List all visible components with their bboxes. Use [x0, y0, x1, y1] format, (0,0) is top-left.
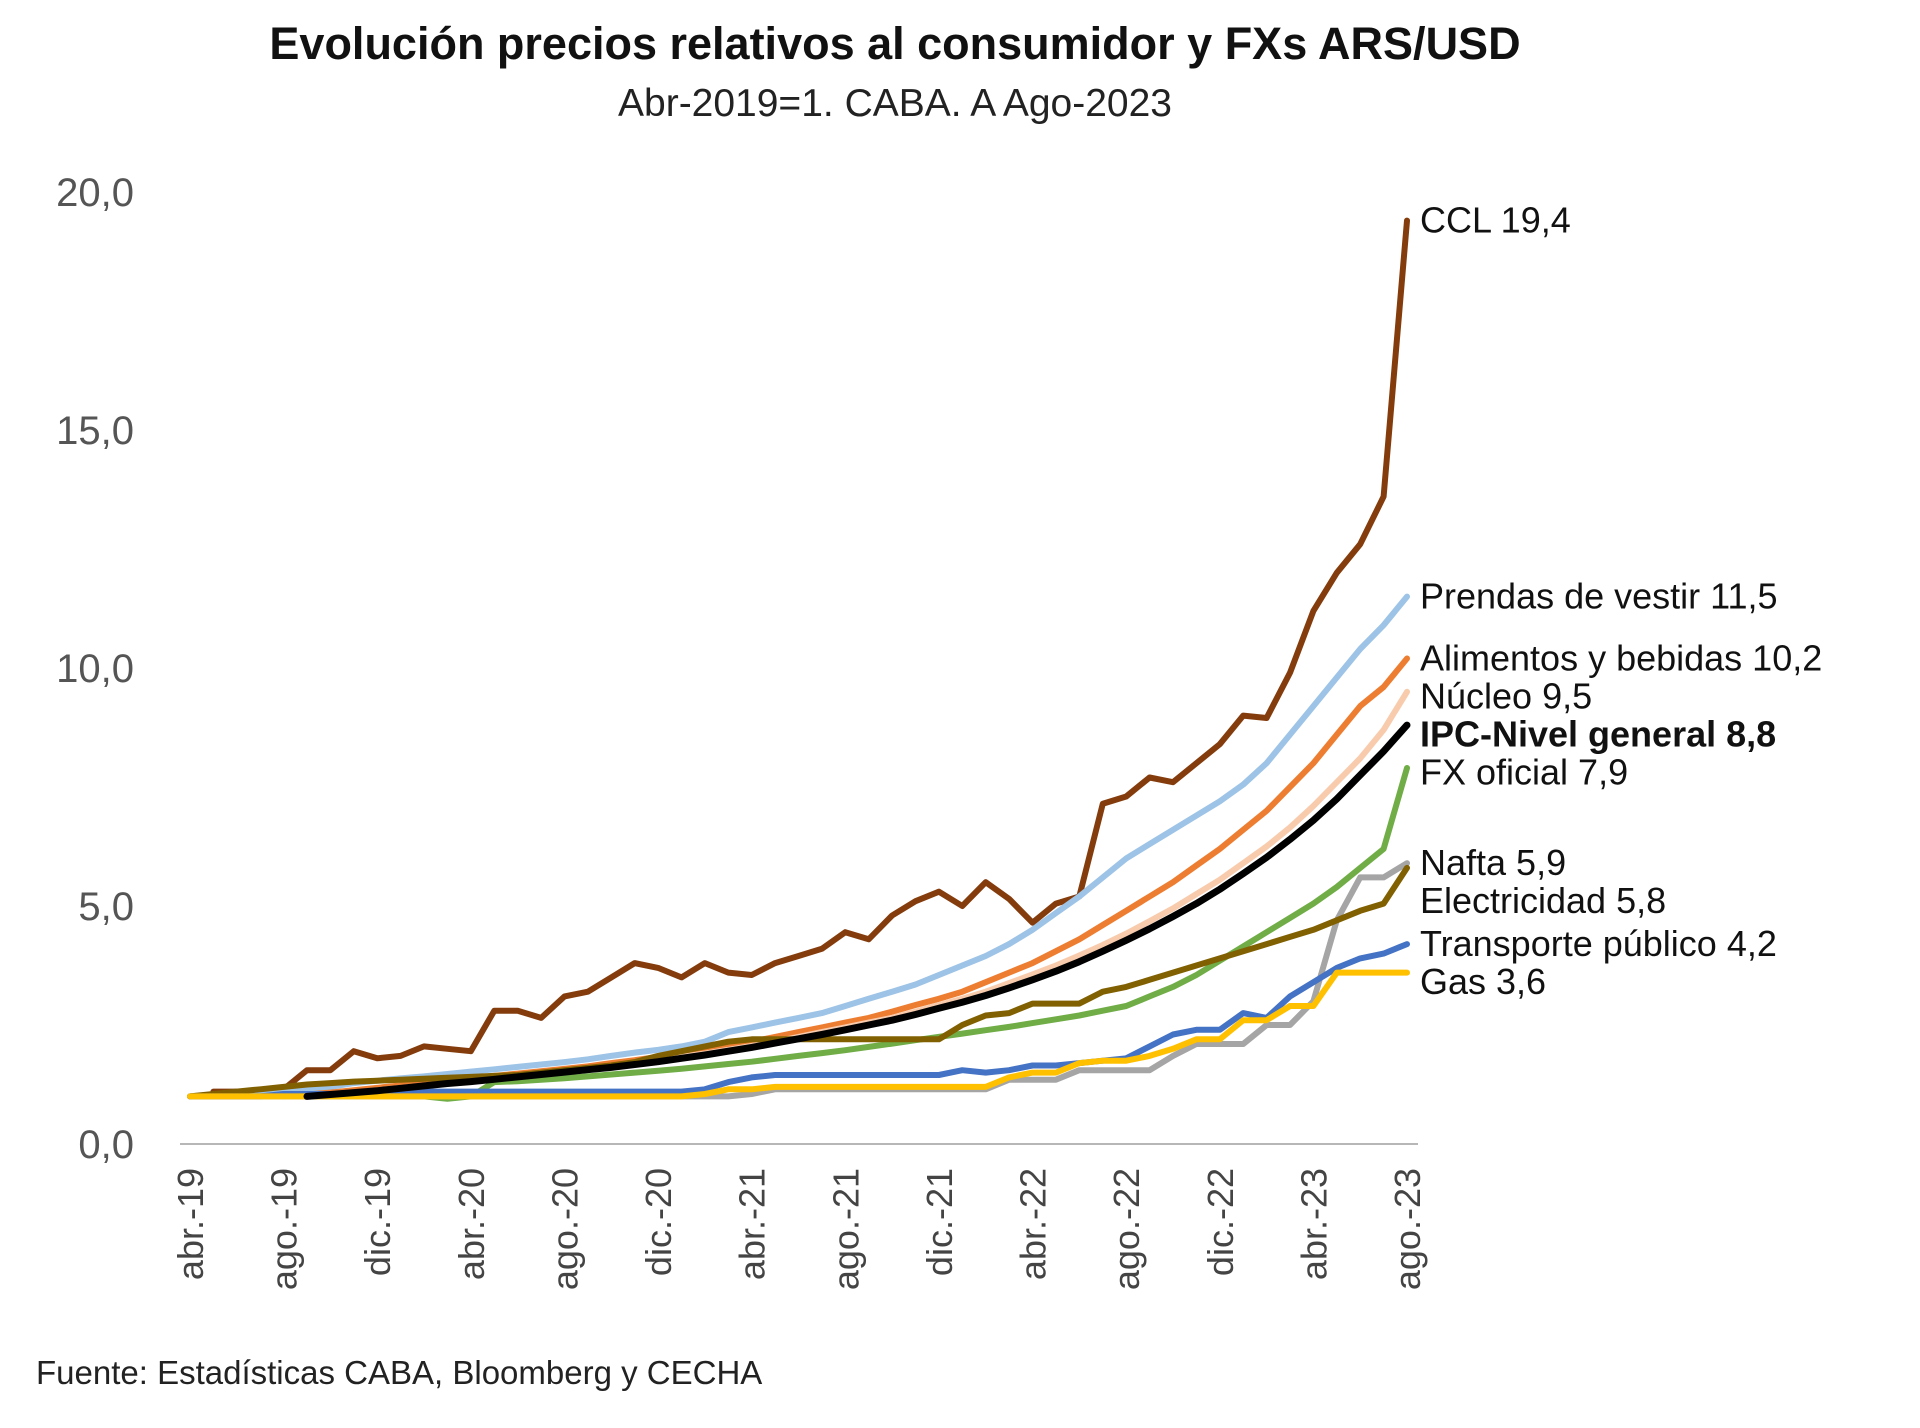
- series-lines: [187, 217, 1411, 1102]
- x-tick-label: ago.-20: [544, 1168, 585, 1290]
- y-tick-label: 15,0: [56, 409, 134, 453]
- series-label-nafta: Nafta 5,9: [1420, 842, 1566, 883]
- source-note: Fuente: Estadísticas CABA, Bloomberg y C…: [36, 1354, 763, 1391]
- x-tick-label: abr.-21: [732, 1168, 773, 1280]
- y-tick-label: 20,0: [56, 171, 134, 215]
- series-label-n-cleo: Núcleo 9,5: [1420, 675, 1592, 716]
- series-label-ipc-nivel-general: IPC-Nivel general 8,8: [1420, 713, 1776, 754]
- x-tick-label: dic.-21: [919, 1168, 960, 1276]
- series-label-electricidad: Electricidad 5,8: [1420, 880, 1666, 921]
- chart-subtitle: Abr-2019=1. CABA. A Ago-2023: [618, 82, 1172, 125]
- series-label-prendas-de-vestir: Prendas de vestir 11,5: [1420, 576, 1778, 617]
- x-tick-label: abr.-20: [451, 1168, 492, 1280]
- y-tick-label: 5,0: [78, 885, 134, 929]
- x-axis: abr.-19 ago.-19 dic.-19 abr.-20 ago.-20 dic.-…: [170, 1168, 1428, 1290]
- x-tick-label: dic.-19: [357, 1168, 398, 1276]
- x-tick-label: dic.-20: [638, 1168, 679, 1276]
- legend: CCL 19,4 Prendas de vestir 11,5 Alimentos …: [1420, 200, 1822, 1003]
- x-tick-label: dic.-22: [1200, 1168, 1241, 1276]
- y-tick-label: 10,0: [56, 647, 134, 691]
- x-tick-label: ago.-19: [264, 1168, 305, 1290]
- series-line-n-cleo: [304, 688, 1410, 1100]
- series-line-ipc-nivel-general: [303, 721, 1411, 1100]
- series-label-ccl: CCL 19,4: [1420, 200, 1571, 241]
- x-tick-label: ago.-21: [825, 1168, 866, 1290]
- series-line-electricidad: [187, 864, 1410, 1100]
- series-label-alimentos-y-bebidas: Alimentos y bebidas 10,2: [1420, 637, 1822, 678]
- series-label-fx-oficial: FX oficial 7,9: [1420, 751, 1628, 792]
- x-tick-label: abr.-19: [170, 1168, 211, 1280]
- chart-title: Evolución precios relativos al consumido…: [269, 18, 1521, 69]
- series-label-transporte-p-blico: Transporte público 4,2: [1420, 923, 1777, 964]
- series-label-gas: Gas 3,6: [1420, 961, 1546, 1002]
- series-line-ccl: [210, 217, 1410, 1095]
- x-tick-label: abr.-23: [1293, 1168, 1334, 1280]
- series-line-nafta: [187, 860, 1410, 1100]
- x-tick-label: abr.-22: [1013, 1168, 1054, 1280]
- y-tick-label: 0,0: [78, 1123, 134, 1167]
- x-tick-label: ago.-23: [1387, 1168, 1428, 1290]
- series-line-gas: [187, 969, 1410, 1100]
- x-tick-label: ago.-22: [1106, 1168, 1147, 1290]
- y-axis: 0,0 5,0 10,0 15,0 20,0: [56, 171, 134, 1167]
